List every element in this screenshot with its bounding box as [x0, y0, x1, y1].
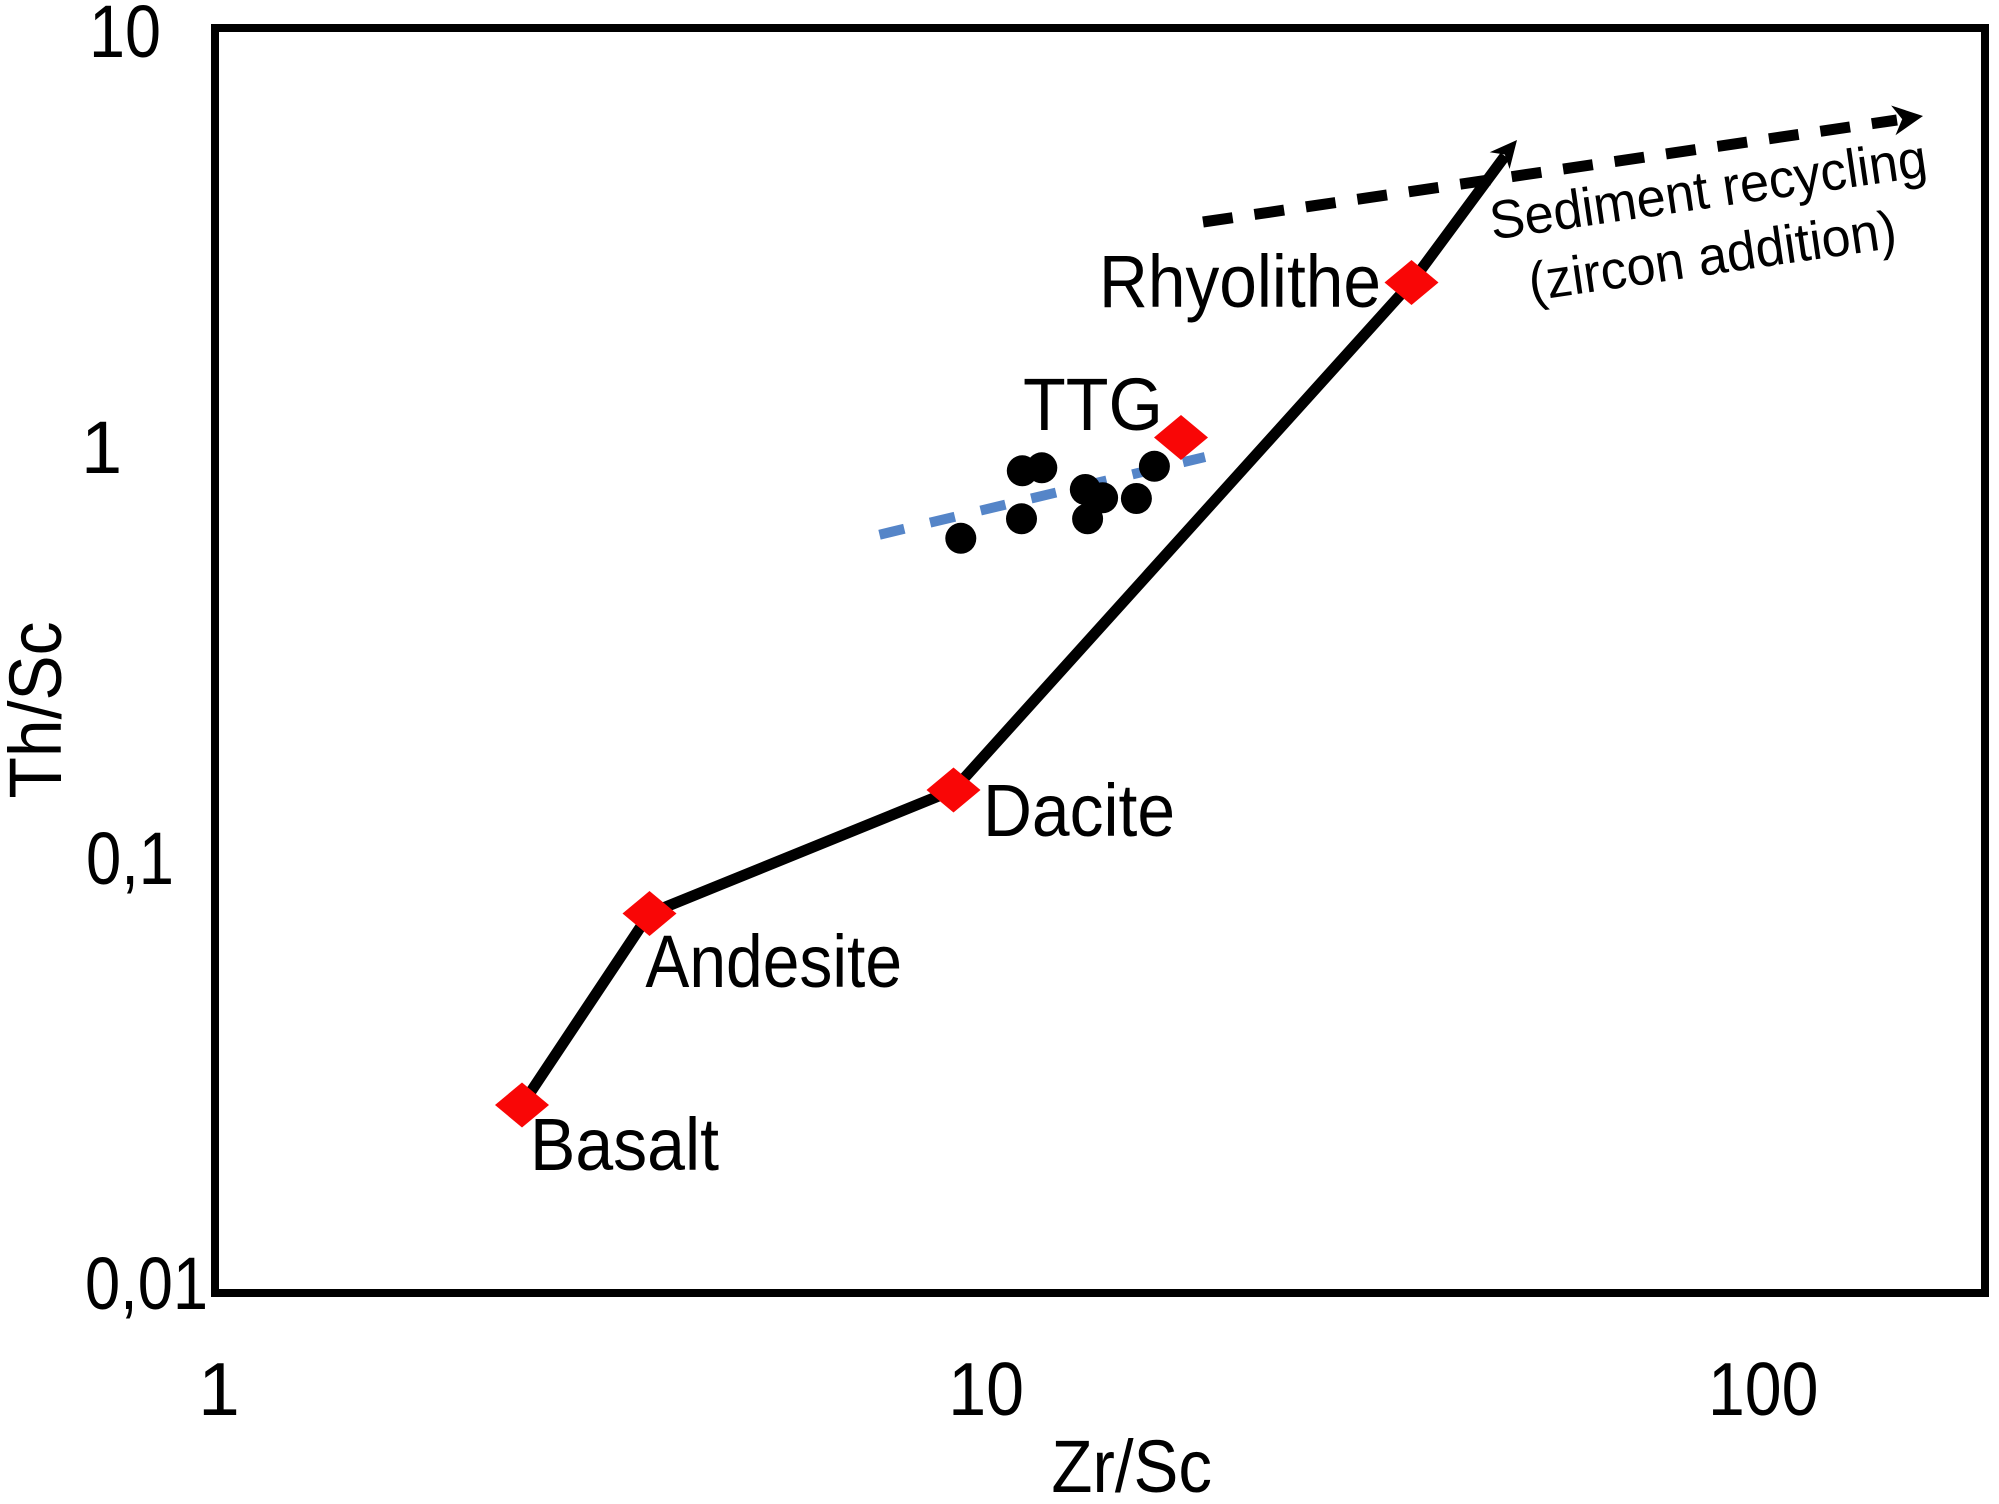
svg-text:0,01: 0,01 — [85, 1242, 208, 1325]
svg-text:1: 1 — [198, 1347, 240, 1431]
svg-text:0,1: 0,1 — [86, 817, 174, 900]
svg-text:1: 1 — [81, 406, 122, 489]
svg-text:Andesite: Andesite — [645, 920, 902, 1003]
svg-text:Th/Sc: Th/Sc — [0, 622, 77, 799]
svg-text:100: 100 — [1708, 1347, 1818, 1431]
svg-text:Zr/Sc: Zr/Sc — [1051, 1425, 1212, 1504]
svg-text:Rhyolithe: Rhyolithe — [1099, 240, 1381, 323]
svg-text:Dacite: Dacite — [983, 769, 1175, 852]
svg-text:Basalt: Basalt — [530, 1103, 719, 1186]
svg-text:TTG: TTG — [1023, 363, 1163, 446]
svg-text:10: 10 — [89, 0, 161, 73]
svg-text:10: 10 — [948, 1347, 1024, 1431]
